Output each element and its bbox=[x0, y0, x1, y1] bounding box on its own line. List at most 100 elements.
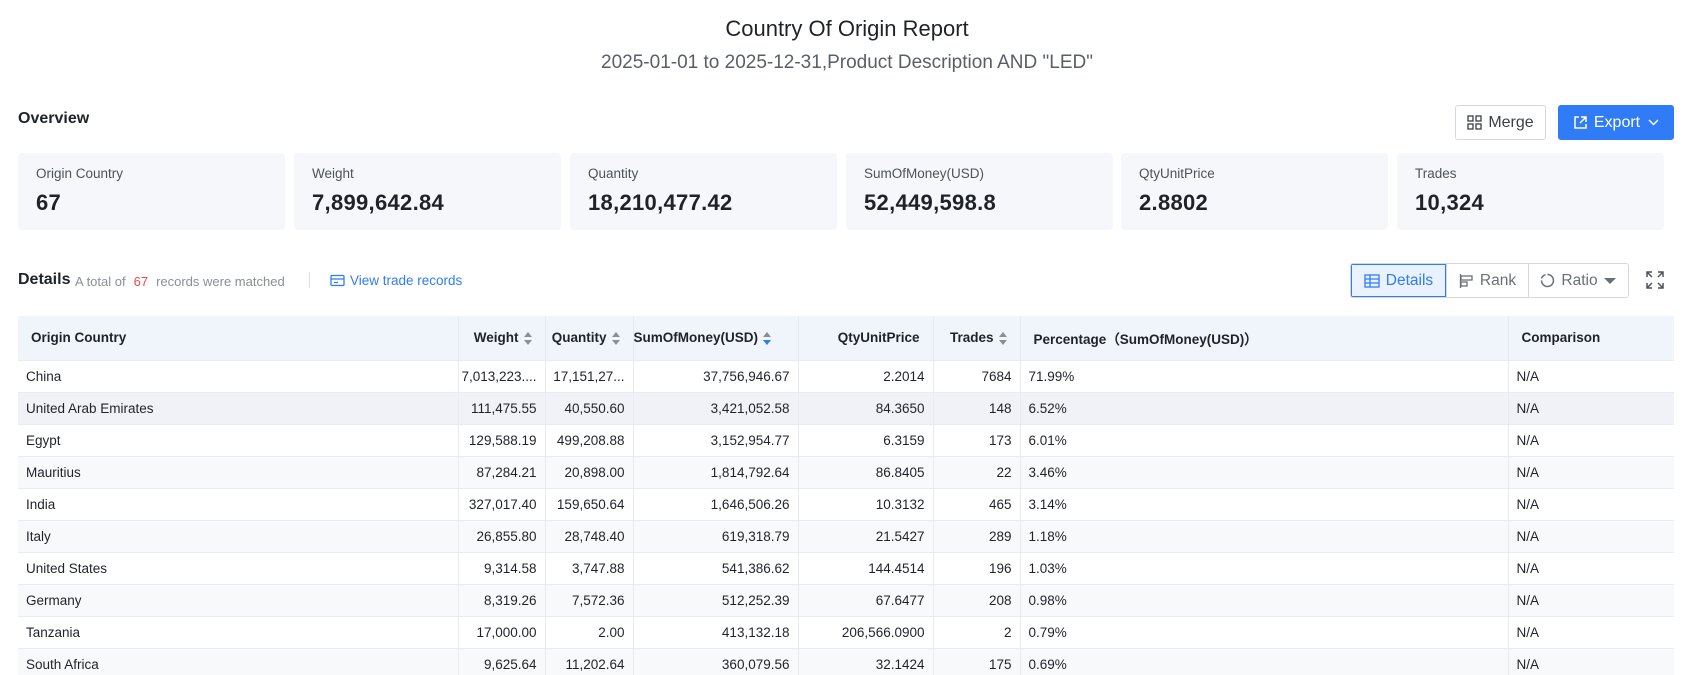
details-heading: Details bbox=[18, 271, 71, 288]
cell-percentage: 1.18% bbox=[1020, 519, 1509, 552]
cell-trades: 196 bbox=[933, 551, 1021, 584]
cell-comparison: N/A bbox=[1508, 391, 1674, 424]
table-row[interactable]: Mauritius 87,284.21 20,898.00 1,814,792.64 8… bbox=[18, 455, 1674, 488]
cell-comparison: N/A bbox=[1508, 615, 1674, 648]
card-label: Quantity bbox=[588, 166, 639, 181]
origin-country-table: Origin Country Weight Quantity SumOfMone… bbox=[18, 316, 1674, 675]
col-header-sum-of-money[interactable]: SumOfMoney(USD) bbox=[633, 316, 799, 360]
overview-heading: Overview bbox=[18, 110, 90, 127]
cell-quantity: 17,151,27... bbox=[545, 359, 634, 392]
export-button[interactable]: Export bbox=[1558, 105, 1674, 140]
cell-origin-country: Tanzania bbox=[18, 615, 459, 648]
details-view-label: Details bbox=[1385, 271, 1434, 289]
merge-label: Merge bbox=[1488, 113, 1534, 131]
cell-quantity: 3,747.88 bbox=[545, 551, 634, 584]
overview-card-origin-country: Origin Country 67 bbox=[18, 153, 285, 230]
cell-qty-unit-price: 67.6477 bbox=[798, 583, 934, 616]
view-mode-switch: Details Rank Ratio bbox=[1350, 263, 1629, 298]
table-row[interactable]: United States 9,314.58 3,747.88 541,386.62 1… bbox=[18, 551, 1674, 584]
cell-origin-country: Egypt bbox=[18, 423, 459, 456]
cell-qty-unit-price: 144.4514 bbox=[798, 551, 934, 584]
cell-percentage: 3.14% bbox=[1020, 487, 1509, 520]
sort-icon[interactable] bbox=[611, 332, 620, 346]
cell-weight: 327,017.40 bbox=[458, 487, 546, 520]
ratio-icon bbox=[1541, 273, 1555, 288]
sort-icon[interactable] bbox=[998, 332, 1007, 346]
card-value: 18,210,477.42 bbox=[588, 190, 733, 215]
card-value: 2.8802 bbox=[1139, 190, 1209, 215]
export-icon bbox=[1574, 116, 1587, 129]
overview-card-weight: Weight 7,899,642.84 bbox=[294, 153, 561, 230]
cell-weight: 26,855.80 bbox=[458, 519, 546, 552]
table-row[interactable]: China 7,013,223.... 17,151,27... 37,756,946… bbox=[18, 359, 1674, 392]
card-label: Trades bbox=[1415, 166, 1457, 181]
view-link-label: View trade records bbox=[350, 273, 463, 288]
table-row[interactable]: South Africa 9,625.64 11,202.64 360,079.56 3… bbox=[18, 647, 1674, 675]
cell-weight: 7,013,223.... bbox=[458, 359, 546, 392]
page-title: Country Of Origin Report bbox=[725, 16, 969, 41]
divider bbox=[309, 272, 310, 288]
cell-qty-unit-price: 10.3132 bbox=[798, 487, 934, 520]
cell-qty-unit-price: 6.3159 bbox=[798, 423, 934, 456]
col-header-quantity[interactable]: Quantity bbox=[545, 316, 634, 360]
merge-button[interactable]: Merge bbox=[1455, 105, 1546, 140]
cell-quantity: 40,550.60 bbox=[545, 391, 634, 424]
table-row[interactable]: United Arab Emirates 111,475.55 40,550.60 3… bbox=[18, 391, 1674, 424]
table-row[interactable]: Italy 26,855.80 28,748.40 619,318.79 21.5427… bbox=[18, 519, 1674, 552]
view-trade-records-link[interactable]: View trade records bbox=[330, 273, 462, 288]
cell-qty-unit-price: 2.2014 bbox=[798, 359, 934, 392]
summary-suffix: records were matched bbox=[156, 274, 285, 289]
cell-quantity: 11,202.64 bbox=[545, 647, 634, 675]
cell-sum-of-money: 3,152,954.77 bbox=[633, 423, 799, 456]
table-icon bbox=[1364, 273, 1380, 288]
cell-sum-of-money: 619,318.79 bbox=[633, 519, 799, 552]
caret-down-icon bbox=[1603, 277, 1616, 284]
sort-icon[interactable] bbox=[523, 332, 532, 346]
chevron-down-icon bbox=[1648, 119, 1659, 126]
cell-qty-unit-price: 21.5427 bbox=[798, 519, 934, 552]
rank-icon bbox=[1459, 273, 1473, 288]
cell-percentage: 0.98% bbox=[1020, 583, 1509, 616]
details-view-button[interactable]: Details bbox=[1351, 264, 1446, 297]
cell-trades: 2 bbox=[933, 615, 1021, 648]
cell-percentage: 1.03% bbox=[1020, 551, 1509, 584]
card-label: Weight bbox=[312, 166, 354, 181]
cell-percentage: 0.79% bbox=[1020, 615, 1509, 648]
card-label: Origin Country bbox=[36, 166, 124, 181]
cell-origin-country: United Arab Emirates bbox=[18, 391, 459, 424]
card-value: 52,449,598.8 bbox=[864, 190, 997, 215]
cell-origin-country: South Africa bbox=[18, 647, 459, 675]
cell-comparison: N/A bbox=[1508, 647, 1674, 675]
cell-comparison: N/A bbox=[1508, 455, 1674, 488]
overview-card-qty-unit-price: QtyUnitPrice 2.8802 bbox=[1121, 153, 1388, 230]
cell-comparison: N/A bbox=[1508, 551, 1674, 584]
ratio-view-button[interactable]: Ratio bbox=[1528, 264, 1628, 297]
cell-trades: 7684 bbox=[933, 359, 1021, 392]
col-header-trades[interactable]: Trades bbox=[933, 316, 1021, 360]
table-row[interactable]: Egypt 129,588.19 499,208.88 3,152,954.77 6.3… bbox=[18, 423, 1674, 456]
col-header-origin-country: Origin Country bbox=[18, 316, 459, 360]
cell-origin-country: China bbox=[18, 359, 459, 392]
fullscreen-icon[interactable] bbox=[1646, 271, 1664, 294]
cell-weight: 9,314.58 bbox=[458, 551, 546, 584]
col-header-weight[interactable]: Weight bbox=[458, 316, 546, 360]
sort-desc-active-icon[interactable] bbox=[763, 332, 771, 346]
cell-weight: 17,000.00 bbox=[458, 615, 546, 648]
table-row[interactable]: Germany 8,319.26 7,572.36 512,252.39 67.6477… bbox=[18, 583, 1674, 616]
rank-view-button[interactable]: Rank bbox=[1446, 264, 1528, 297]
cell-trades: 208 bbox=[933, 583, 1021, 616]
col-header-percentage: Percentage（SumOfMoney(USD)） bbox=[1020, 316, 1509, 360]
card-value: 10,324 bbox=[1415, 190, 1485, 215]
col-header-qty-unit-price: QtyUnitPrice bbox=[798, 316, 934, 360]
ratio-view-label: Ratio bbox=[1561, 271, 1598, 289]
cell-weight: 111,475.55 bbox=[458, 391, 546, 424]
col-header-comparison: Comparison bbox=[1508, 316, 1674, 360]
table-row[interactable]: India 327,017.40 159,650.64 1,646,506.26 10.… bbox=[18, 487, 1674, 520]
cell-sum-of-money: 541,386.62 bbox=[633, 551, 799, 584]
cell-comparison: N/A bbox=[1508, 487, 1674, 520]
merge-icon bbox=[1467, 115, 1482, 130]
cell-qty-unit-price: 32.1424 bbox=[798, 647, 934, 675]
cell-sum-of-money: 1,646,506.26 bbox=[633, 487, 799, 520]
cell-weight: 8,319.26 bbox=[458, 583, 546, 616]
table-row[interactable]: Tanzania 17,000.00 2.00 413,132.18 206,566.0… bbox=[18, 615, 1674, 648]
